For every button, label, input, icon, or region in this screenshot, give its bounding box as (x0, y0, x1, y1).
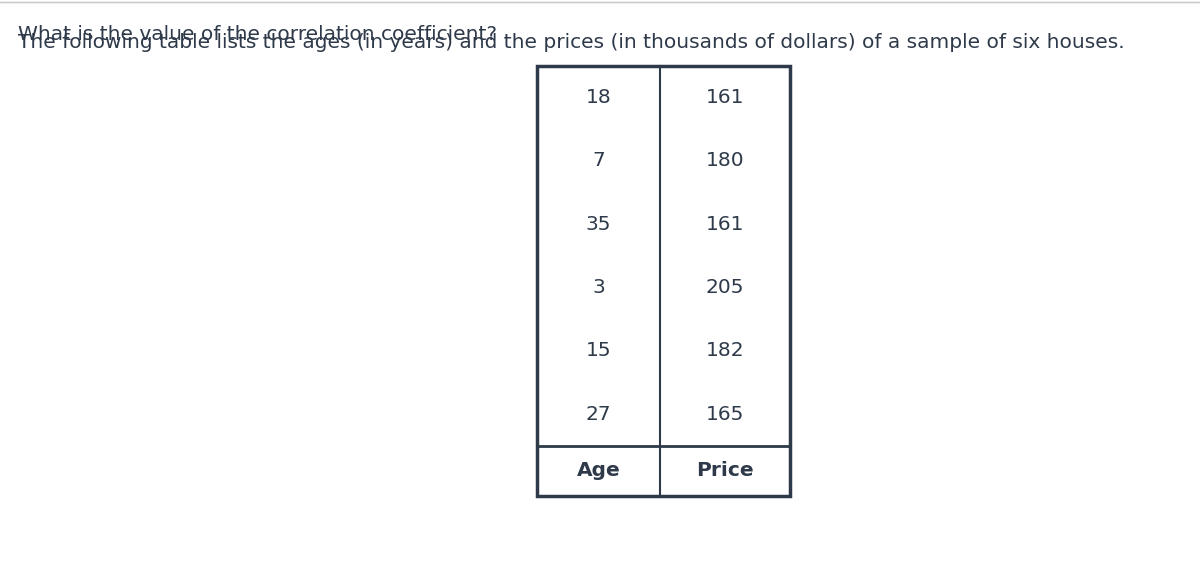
Text: 161: 161 (706, 88, 744, 107)
Text: 27: 27 (586, 405, 611, 424)
Text: Age: Age (577, 461, 620, 481)
Text: 180: 180 (706, 152, 744, 170)
Bar (538, 66, 790, 496)
Text: 3: 3 (592, 278, 605, 297)
Text: 165: 165 (706, 405, 744, 424)
Text: Price: Price (696, 461, 754, 481)
Text: 205: 205 (706, 278, 744, 297)
Text: 161: 161 (706, 215, 744, 234)
Text: 182: 182 (706, 341, 744, 360)
Text: 7: 7 (592, 152, 605, 170)
Text: The following table lists the ages (in years) and the prices (in thousands of do: The following table lists the ages (in y… (18, 33, 1124, 51)
Text: 15: 15 (586, 341, 611, 360)
Text: What is the value of the correlation coefficient?: What is the value of the correlation coe… (18, 24, 497, 43)
Text: 18: 18 (586, 88, 611, 107)
Text: 35: 35 (586, 215, 611, 234)
